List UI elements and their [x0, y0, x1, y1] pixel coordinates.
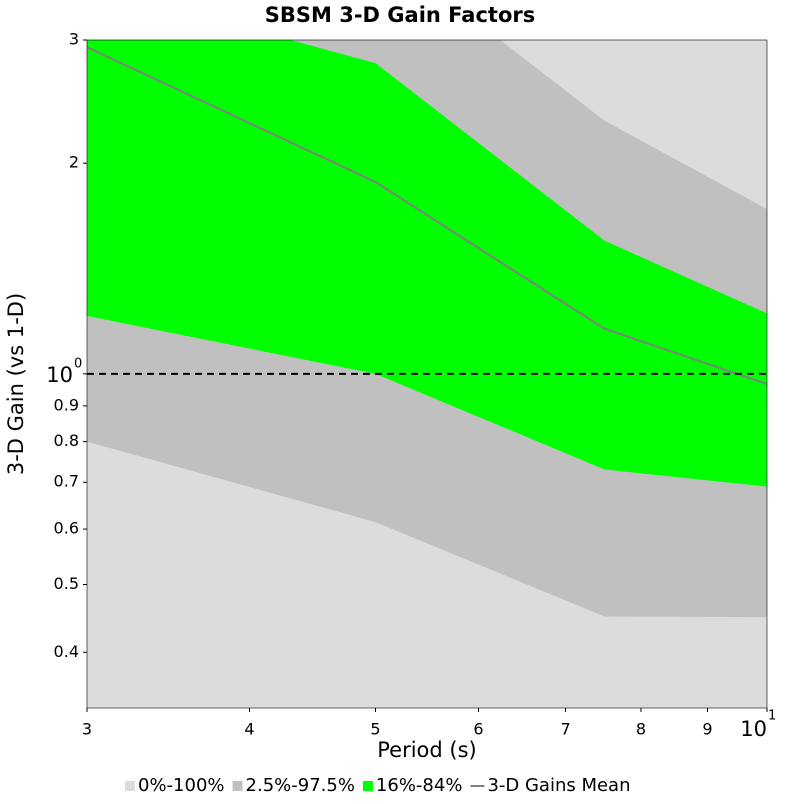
y-tick-label: 0.4 [54, 642, 79, 661]
x-axis-label: Period (s) [377, 738, 476, 762]
y-axis-label: 3-D Gain (vs 1-D) [4, 293, 28, 475]
legend-swatch [125, 781, 135, 791]
x-tick-label: 8 [636, 720, 646, 739]
y-tick-label: 3 [69, 30, 79, 49]
x-tick-label: 9 [702, 720, 712, 739]
legend-label: 16%-84% [376, 775, 463, 796]
x-tick-label: 4 [244, 720, 254, 739]
y-tick-label: 0.6 [54, 519, 79, 538]
y-tick-label: 0.8 [54, 431, 79, 450]
x-tick-label: 5 [370, 720, 380, 739]
y-tick-label: 0.5 [54, 574, 79, 593]
x-tick-label: 7 [560, 720, 570, 739]
chart-title: SBSM 3-D Gain Factors [265, 3, 535, 27]
plot-area [87, 40, 767, 708]
legend-label: 2.5%-97.5% [246, 775, 355, 796]
y-tick-label: 0.7 [54, 472, 79, 491]
y-tick-label: 2 [69, 153, 79, 172]
x-tick-label: 6 [473, 720, 483, 739]
y-tick-label-exponent: 0 [74, 356, 82, 371]
mean-line [87, 46, 767, 385]
band-area [87, 40, 767, 487]
x-tick-label-exponent: 1 [768, 709, 776, 724]
x-tick-label: 3 [82, 720, 92, 739]
y-tick-label: 0.9 [54, 395, 79, 414]
x-tick-label: 10 [740, 717, 767, 741]
legend-swatch [362, 781, 373, 791]
legend-swatch [232, 781, 243, 791]
legend-label: 3-D Gains Mean [487, 775, 630, 796]
legend-label: 0%-100% [138, 775, 225, 796]
y-tick-label: 10 [46, 363, 73, 387]
